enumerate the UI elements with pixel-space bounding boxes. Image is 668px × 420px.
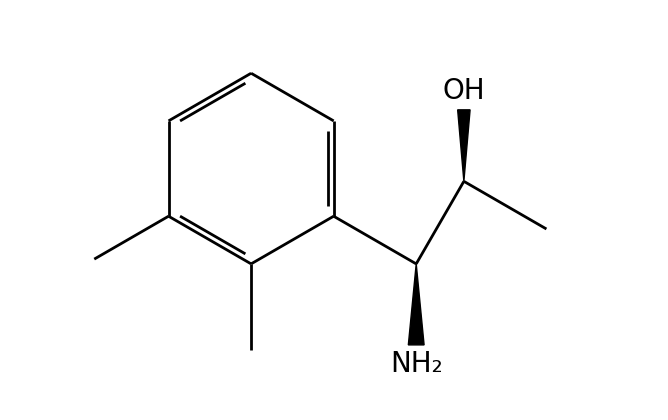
Polygon shape: [458, 110, 470, 181]
Text: OH: OH: [443, 77, 485, 105]
Text: NH₂: NH₂: [390, 350, 443, 378]
Polygon shape: [408, 264, 424, 345]
